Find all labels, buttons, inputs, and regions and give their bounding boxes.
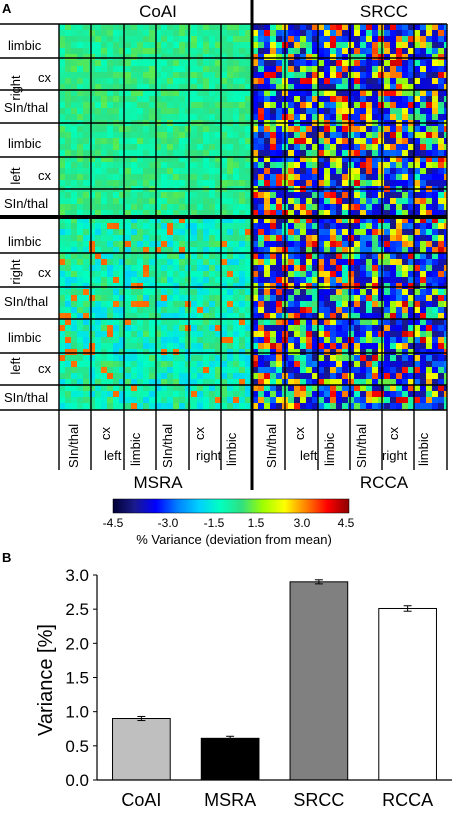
y-tick-label: 1.0 bbox=[65, 703, 89, 722]
col-label-cx: cx bbox=[292, 427, 307, 441]
row-label-cx: cx bbox=[38, 70, 52, 85]
error-bar-coai bbox=[137, 715, 146, 722]
y-tick-label: 3.0 bbox=[65, 566, 89, 585]
y-tick-label: 0.0 bbox=[65, 771, 89, 790]
variance-bar-chart: Variance [%] 0.0 0.5 1.0 1.5 2.0 2.5 3.0 CoAI M… bbox=[35, 566, 452, 810]
row-label-sinthal: SIn/thal bbox=[4, 196, 48, 211]
row-label-cx: cx bbox=[38, 265, 52, 280]
y-tick-label: 2.0 bbox=[65, 634, 89, 653]
colorbar-tick: 3.0 bbox=[294, 516, 311, 530]
colorbar-tick: -3.0 bbox=[158, 516, 179, 530]
y-tick-label: 2.5 bbox=[65, 600, 89, 619]
category-label: RCCA bbox=[382, 790, 433, 810]
quadrant-title-coai: CoAI bbox=[139, 2, 177, 21]
row-labels-upper: limbic cx SIn/thal limbic cx SIn/thal ri… bbox=[4, 38, 52, 211]
side-label-left: left bbox=[8, 357, 23, 375]
panel-b-label: B bbox=[2, 550, 11, 565]
row-label-cx: cx bbox=[38, 361, 52, 376]
row-label-limbic: limbic bbox=[8, 136, 42, 151]
panel-a-label: A bbox=[2, 1, 12, 16]
side-label-right: right bbox=[8, 75, 23, 101]
quadrant-title-msra: MSRA bbox=[133, 473, 183, 492]
col-label-sinthal: SIn/thal bbox=[160, 424, 175, 468]
col-labels-right: SIn/thal cx limbic SIn/thal cx limbic le… bbox=[264, 424, 431, 468]
colorbar bbox=[112, 498, 350, 514]
bar-coai bbox=[112, 718, 171, 781]
category-labels: CoAI MSRA SRCC RCCA bbox=[121, 790, 433, 810]
bar-srcc bbox=[289, 581, 349, 781]
row-label-sinthal: SIn/thal bbox=[4, 390, 48, 405]
col-side-right: right bbox=[382, 448, 408, 463]
col-labels-left: SIn/thal cx limbic SIn/thal cx limbic le… bbox=[66, 424, 239, 468]
col-label-cx: cx bbox=[98, 427, 113, 441]
row-label-limbic: limbic bbox=[8, 234, 42, 249]
bar-msra bbox=[200, 737, 260, 781]
col-side-left: left bbox=[300, 448, 318, 463]
error-bar-msra bbox=[226, 735, 235, 741]
y-axis-label: Variance [%] bbox=[35, 624, 57, 736]
y-tick-label: 1.5 bbox=[65, 669, 89, 688]
y-tick-label: 0.5 bbox=[65, 737, 89, 756]
row-label-cx: cx bbox=[38, 168, 52, 183]
row-label-sinthal: SIn/thal bbox=[4, 100, 48, 115]
y-tick-labels: 0.0 0.5 1.0 1.5 2.0 2.5 3.0 bbox=[65, 566, 97, 790]
row-label-sinthal: SIn/thal bbox=[4, 294, 48, 309]
colorbar-tick: 4.5 bbox=[338, 516, 355, 530]
category-label: CoAI bbox=[121, 790, 161, 810]
side-label-left: left bbox=[8, 167, 23, 185]
col-label-limbic: limbic bbox=[224, 432, 239, 466]
col-side-left: left bbox=[104, 448, 122, 463]
category-label: SRCC bbox=[293, 790, 344, 810]
col-label-limbic: limbic bbox=[322, 432, 337, 466]
col-label-sinthal: SIn/thal bbox=[264, 424, 279, 468]
colorbar-tick: 1.5 bbox=[248, 516, 265, 530]
row-label-limbic: limbic bbox=[8, 330, 42, 345]
col-label-sinthal: SIn/thal bbox=[66, 424, 81, 468]
col-label-cx: cx bbox=[386, 427, 401, 441]
error-bar-srcc bbox=[314, 579, 323, 585]
colorbar-tick: -4.5 bbox=[103, 516, 124, 530]
row-labels-lower: limbic cx SIn/thal limbic cx SIn/thal ri… bbox=[4, 234, 52, 405]
heatmap-grid bbox=[0, 0, 448, 490]
bar-rcca bbox=[378, 607, 437, 781]
bars bbox=[112, 579, 437, 781]
quadrant-title-srcc: SRCC bbox=[360, 2, 408, 21]
category-label: MSRA bbox=[204, 790, 256, 810]
colorbar-tick: -1.5 bbox=[204, 516, 225, 530]
quadrant-title-rcca: RCCA bbox=[360, 473, 409, 492]
col-label-limbic: limbic bbox=[416, 432, 431, 466]
row-label-limbic: limbic bbox=[8, 38, 42, 53]
col-label-cx: cx bbox=[192, 427, 207, 441]
error-bar-rcca bbox=[403, 605, 412, 612]
colorbar-ticks: -4.5 -3.0 -1.5 1.5 3.0 4.5 bbox=[103, 516, 355, 530]
col-side-right: right bbox=[196, 448, 222, 463]
col-label-limbic: limbic bbox=[128, 432, 143, 466]
side-label-right: right bbox=[8, 259, 23, 285]
col-label-sinthal: SIn/thal bbox=[354, 424, 369, 468]
colorbar-label: % Variance (deviation from mean) bbox=[136, 532, 332, 547]
